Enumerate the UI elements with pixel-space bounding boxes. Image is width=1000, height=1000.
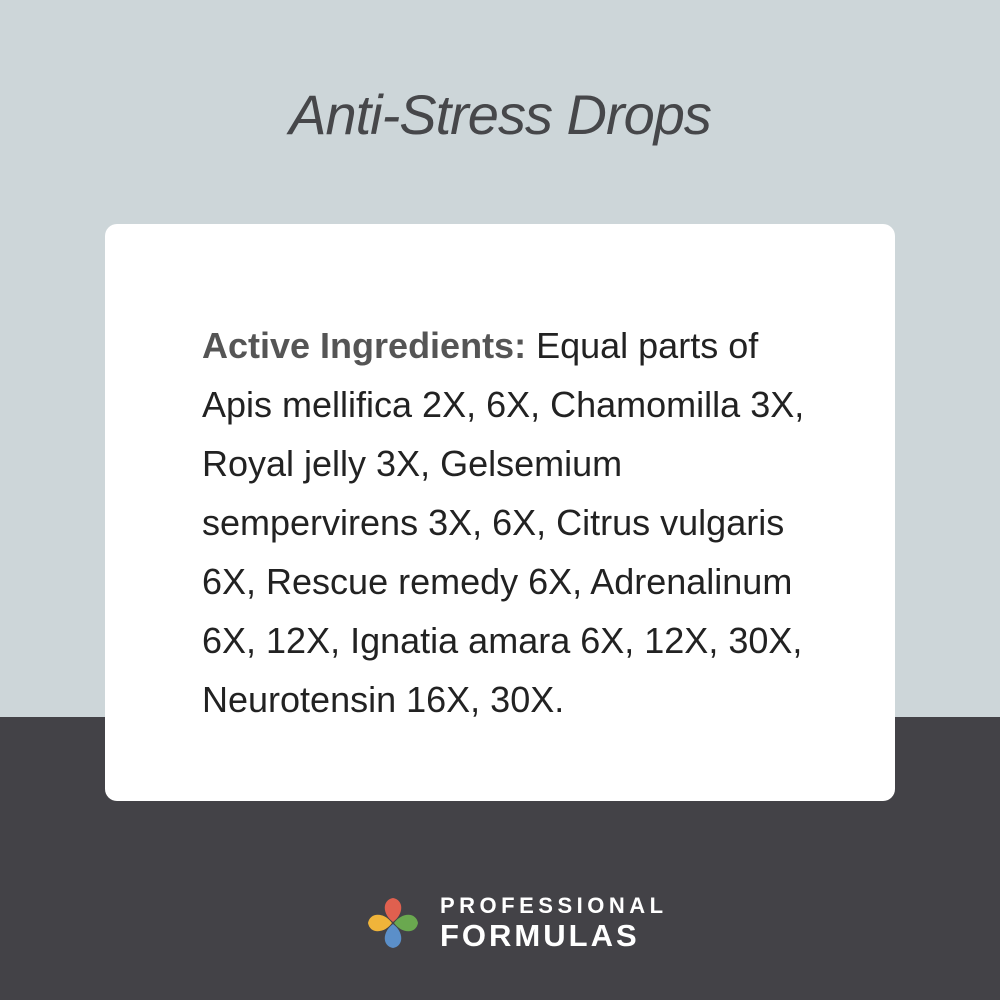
- ingredients-line: Apis mellifica 2X, 6X, Chamomilla 3X,: [202, 384, 805, 425]
- ingredients-card: Active Ingredients: Equal parts of Apis …: [105, 224, 895, 801]
- brand-line2: FORMULAS: [440, 918, 640, 953]
- ingredients-line: sempervirens 3X, 6X, Citrus vulgaris: [202, 502, 785, 543]
- ingredients-line: 6X, 12X, Ignatia amara 6X, 12X, 30X,: [202, 620, 803, 661]
- ingredients-line: Neurotensin 16X, 30X.: [202, 679, 565, 720]
- ingredients-line: 6X, Rescue remedy 6X, Adrenalinum: [202, 561, 793, 602]
- ingredients-line: Royal jelly 3X, Gelsemium: [202, 443, 623, 484]
- page-title: Anti-Stress Drops: [289, 83, 712, 146]
- ingredients-line: Equal parts of: [526, 325, 759, 366]
- brand-line1: PROFESSIONAL: [440, 893, 668, 918]
- flower-logo-icon: [368, 898, 418, 948]
- brand-logo: PROFESSIONAL FORMULAS: [362, 892, 668, 954]
- ingredients-text: Active Ingredients: Equal parts of Apis …: [202, 316, 804, 729]
- ingredients-label: Active Ingredients:: [202, 325, 527, 366]
